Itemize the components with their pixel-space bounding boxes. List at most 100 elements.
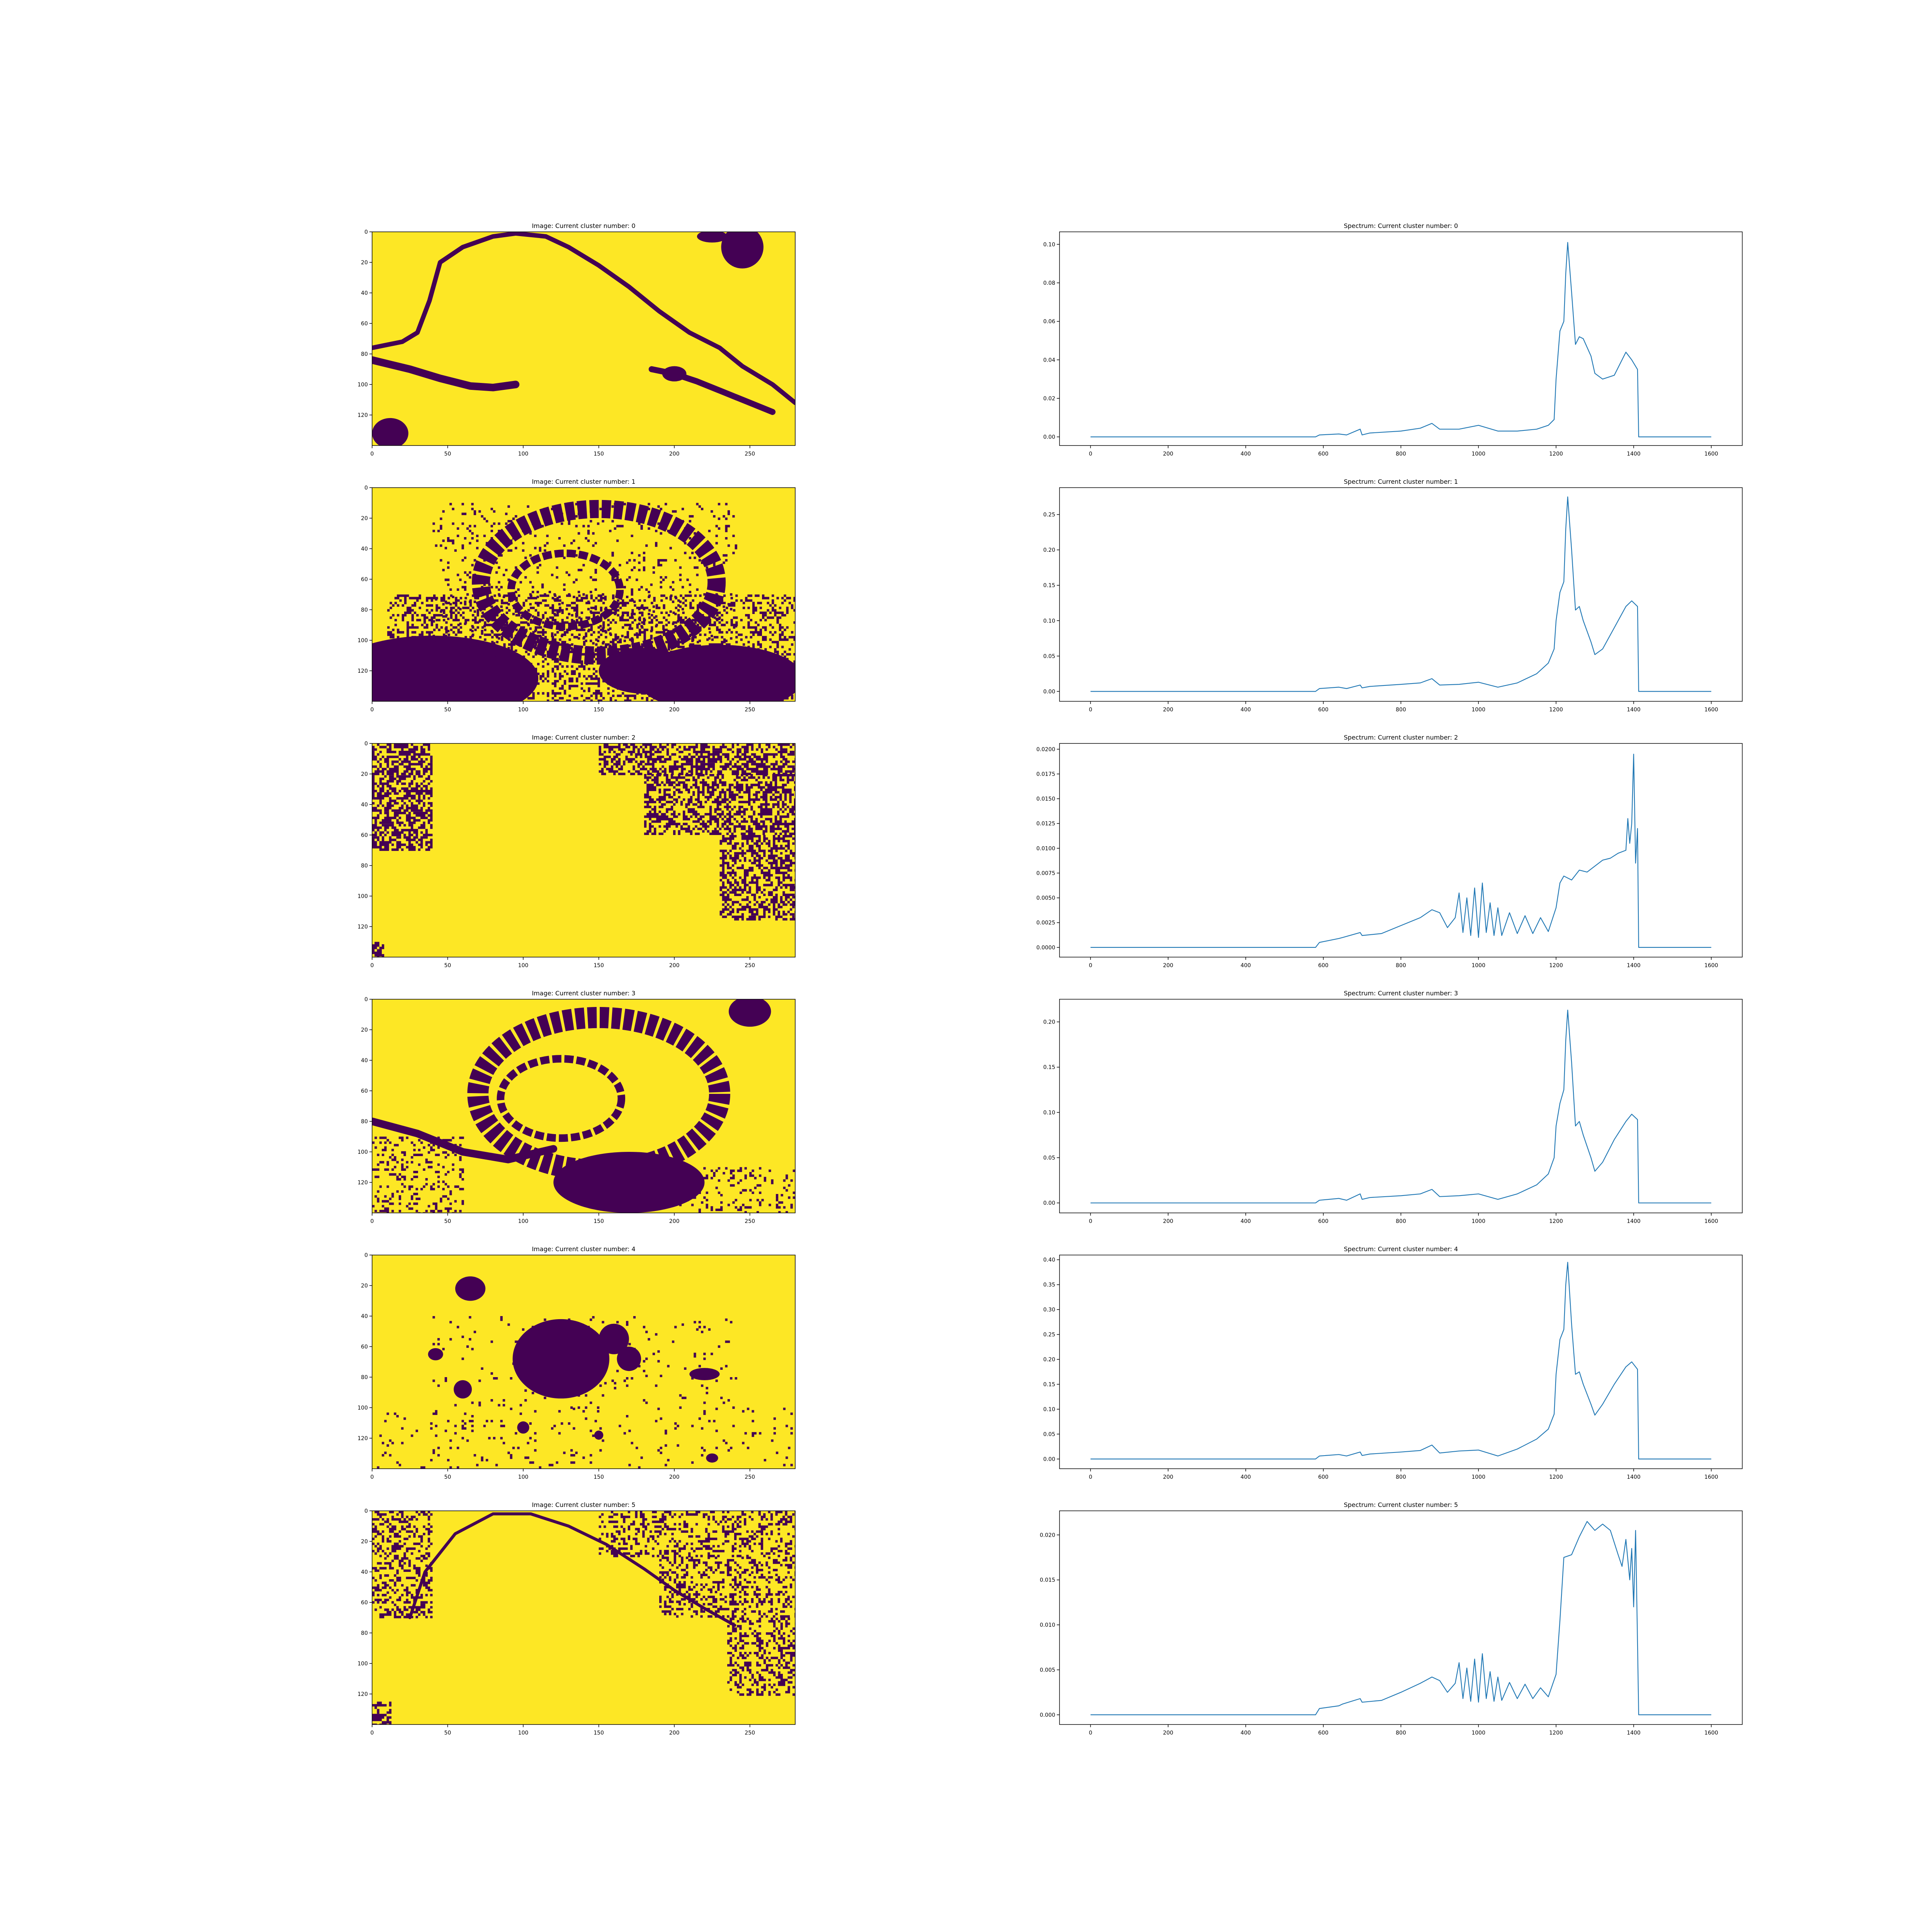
y-tick-label: 0.0150 [1036,796,1055,802]
x-tick-label: 600 [1318,707,1328,713]
x-tick-label: 1000 [1471,1730,1485,1736]
axes-frame [1059,1510,1743,1725]
x-tick-label: 0 [1089,1218,1092,1225]
cluster-noise [599,743,795,776]
noise-pixels [599,743,795,776]
x-tick-label: 1000 [1471,963,1485,969]
y-tick-label: 20 [361,771,368,777]
x-tick-label: 200 [1163,451,1173,457]
noise-pixels [659,1556,795,1618]
mask-background [372,232,795,446]
cluster-region [455,1276,486,1301]
x-tick-label: 600 [1318,451,1328,457]
y-tick-label: 0.10 [1043,618,1055,624]
y-tick-label: 0.0000 [1036,945,1055,951]
cluster-noise [659,1556,795,1618]
noise-pixels [727,1617,795,1696]
noise-pixels [372,1701,392,1725]
noise-pixels [674,1167,795,1213]
panel-title: Spectrum: Current cluster number: 2 [1344,734,1458,741]
cluster-region [372,356,520,391]
axes-frame [372,231,796,446]
y-tick-label: 0.08 [1043,280,1055,286]
cluster-region [372,232,795,405]
x-tick-label: 600 [1318,1474,1328,1480]
x-tick-label: 600 [1318,1218,1328,1225]
x-tick-label: 800 [1396,1218,1406,1225]
y-tick-label: 80 [361,351,368,357]
spectrum-panel: Spectrum: Current cluster number: 5 0 200 4… [1040,1501,1743,1736]
y-tick-label: 100 [357,638,368,644]
y-tick-label: 0.0200 [1036,747,1055,753]
x-tick-label: 1000 [1471,1218,1485,1225]
cluster-noise [674,1167,795,1213]
x-tick-label: 0 [371,1730,374,1736]
y-tick-label: 120 [357,668,368,674]
x-tick-label: 200 [669,707,680,713]
cluster-mask [372,232,795,446]
panel-title: Spectrum: Current cluster number: 0 [1344,222,1458,230]
y-tick-label: 0.00 [1043,1456,1055,1463]
x-tick-label: 200 [1163,963,1173,969]
cluster-mask [372,488,795,701]
x-tick-label: 150 [594,707,604,713]
x-tick-label: 1200 [1549,1218,1563,1225]
x-tick-label: 600 [1318,1730,1328,1736]
y-tick-label: 20 [361,260,368,266]
cluster-region [428,1348,443,1361]
y-tick-label: 0.20 [1043,1357,1055,1363]
spectrum-line [1090,496,1711,692]
y-tick-label: 0.05 [1043,1431,1055,1437]
y-tick-label: 0.20 [1043,547,1055,553]
y-tick-label: 60 [361,1344,368,1350]
spectrum-line [1090,1010,1711,1204]
x-tick-label: 200 [1163,1730,1173,1736]
panel-title: Spectrum: Current cluster number: 1 [1344,478,1458,485]
spectrum-panel: Spectrum: Current cluster number: 0 0 200 4… [1043,222,1743,457]
y-tick-label: 0.0125 [1036,821,1055,827]
y-tick-label: 0 [364,997,368,1003]
spectrum-panel: Spectrum: Current cluster number: 3 0 200 4… [1043,990,1743,1225]
y-tick-label: 0.25 [1043,512,1055,518]
x-tick-label: 0 [1089,1730,1092,1736]
y-tick-label: 0.05 [1043,653,1055,660]
spectrum-line [1090,1521,1711,1715]
x-tick-label: 50 [444,1218,451,1225]
spectrum-panel: Spectrum: Current cluster number: 4 0 200 4… [1043,1245,1743,1480]
y-tick-label: 0.10 [1043,1110,1055,1116]
x-tick-label: 400 [1241,451,1251,457]
x-tick-label: 1200 [1549,707,1563,713]
y-tick-label: 40 [361,1058,368,1064]
x-tick-label: 0 [371,963,374,969]
x-tick-label: 150 [594,1730,604,1736]
y-tick-label: 0 [364,741,368,747]
cluster-mask [372,1255,795,1469]
x-tick-label: 1400 [1627,1218,1641,1225]
panel-title: Image: Current cluster number: 0 [532,222,635,230]
y-tick-label: 0 [364,1508,368,1514]
x-tick-label: 1400 [1627,1474,1641,1480]
axes-frame [1059,999,1743,1213]
x-tick-label: 800 [1396,1730,1406,1736]
spectrum-panel: Spectrum: Current cluster number: 1 0 200 4… [1043,478,1743,713]
y-tick-label: 0.02 [1043,396,1055,402]
y-tick-label: 80 [361,863,368,869]
x-tick-label: 1200 [1549,1730,1563,1736]
cluster-noise [372,942,384,957]
y-tick-label: 120 [357,1691,368,1697]
cluster-region [594,1430,604,1440]
noise-pixels [372,942,384,957]
noise-pixels [372,1511,433,1619]
y-tick-label: 0 [364,485,368,491]
y-tick-label: 0.015 [1040,1577,1055,1583]
cluster-noise [387,594,795,701]
y-tick-label: 100 [357,382,368,388]
cluster-image-panel: Image: Current cluster number: 4 0 50 100 15… [357,1245,796,1480]
panel-title: Image: Current cluster number: 2 [532,734,635,741]
cluster-noise [727,1617,795,1696]
panel-title: Image: Current cluster number: 5 [532,1501,635,1509]
y-tick-label: 60 [361,577,368,583]
x-tick-label: 200 [669,1730,680,1736]
cluster-region [553,1152,705,1213]
y-tick-label: 20 [361,1283,368,1289]
